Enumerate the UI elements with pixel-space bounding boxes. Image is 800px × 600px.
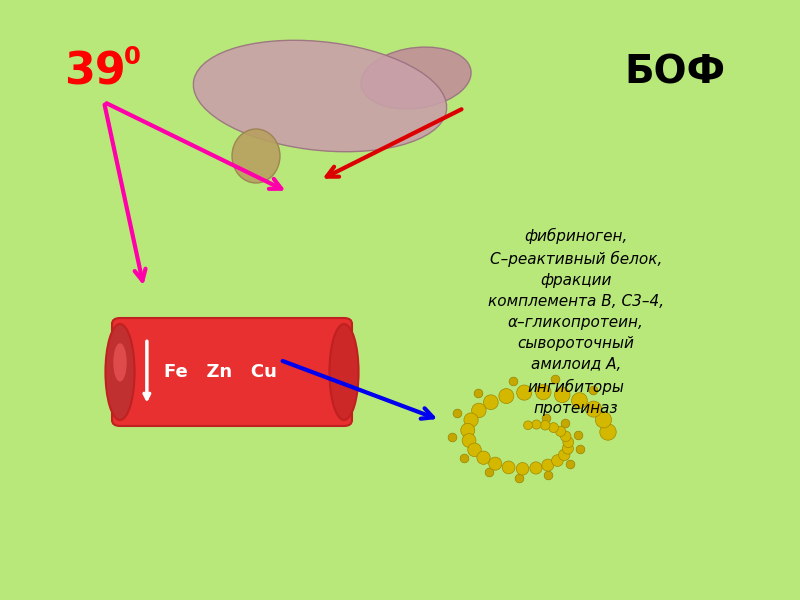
Point xyxy=(530,420,543,430)
Point xyxy=(563,459,576,469)
Ellipse shape xyxy=(232,129,280,183)
Point xyxy=(506,376,519,385)
Point xyxy=(468,445,481,455)
Point xyxy=(548,374,561,384)
Point xyxy=(558,450,570,460)
Point xyxy=(513,473,526,483)
Text: Fe   Zn   Cu: Fe Zn Cu xyxy=(164,363,278,381)
Point xyxy=(518,388,530,397)
Point xyxy=(489,459,502,469)
Point xyxy=(573,396,586,406)
Ellipse shape xyxy=(114,343,126,382)
Point xyxy=(571,430,584,440)
Text: фибриноген,
С–реактивный белок,
фракции
комплемента В, С3–4,
α–гликопротеин,
сыв: фибриноген, С–реактивный белок, фракции … xyxy=(488,228,664,416)
Point xyxy=(542,470,554,479)
Point xyxy=(465,415,478,425)
Text: БОФ: БОФ xyxy=(624,53,725,91)
Point xyxy=(539,421,552,430)
Point xyxy=(482,467,495,477)
Text: 39: 39 xyxy=(64,50,126,94)
Point xyxy=(462,425,474,435)
Point xyxy=(502,463,515,472)
Point xyxy=(587,404,600,414)
Point xyxy=(450,409,463,418)
Point xyxy=(540,413,553,422)
Point xyxy=(472,388,485,398)
Point xyxy=(537,388,550,397)
Point xyxy=(562,444,574,454)
Ellipse shape xyxy=(194,40,446,152)
Point xyxy=(547,423,560,433)
Point xyxy=(522,421,534,430)
Point xyxy=(562,437,574,447)
Point xyxy=(602,427,614,437)
Ellipse shape xyxy=(330,324,358,420)
Point xyxy=(477,453,490,463)
Point xyxy=(542,460,554,470)
Ellipse shape xyxy=(361,47,471,109)
Point xyxy=(556,390,569,400)
Point xyxy=(462,436,475,445)
FancyBboxPatch shape xyxy=(112,318,352,426)
Point xyxy=(554,427,567,436)
Point xyxy=(551,456,564,466)
Point xyxy=(574,445,586,454)
Point xyxy=(587,386,600,395)
Text: 0: 0 xyxy=(124,45,141,69)
Point xyxy=(446,432,458,442)
Point xyxy=(516,464,529,473)
Point xyxy=(485,397,498,407)
Point xyxy=(597,415,610,425)
Point xyxy=(458,453,471,463)
Ellipse shape xyxy=(106,324,134,420)
Point xyxy=(473,406,486,415)
Point xyxy=(559,431,572,441)
Point xyxy=(558,419,571,428)
Point xyxy=(500,391,513,401)
Point xyxy=(530,463,542,473)
